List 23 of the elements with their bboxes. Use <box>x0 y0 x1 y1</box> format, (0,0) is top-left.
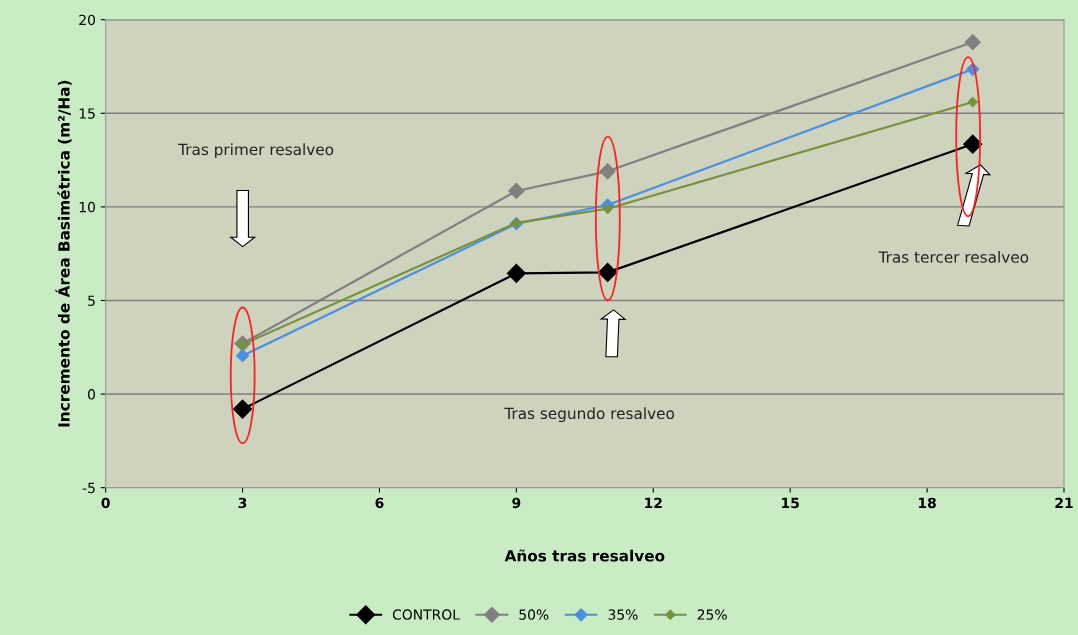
annotation: Tras segundo resalveo <box>504 407 675 423</box>
legend-label: 25% <box>697 609 727 620</box>
y-tick-label: 10 <box>79 201 95 213</box>
y-tick-label: 5 <box>88 295 95 306</box>
annotation: Tras tercer resalveo <box>878 250 1029 263</box>
y-tick-label: -5 <box>82 482 95 494</box>
x-tick-label: 0 <box>101 497 110 509</box>
x-tick-label: 6 <box>375 497 384 509</box>
y-tick-label: 0 <box>88 389 95 400</box>
legend-label: CONTROL <box>392 609 460 620</box>
y-axis-title: Incremento de Área Basimétrica (m²/Ha) <box>55 80 72 427</box>
legend-label: 35% <box>608 609 638 620</box>
x-tick-label: 12 <box>645 497 662 508</box>
y-tick-label: 20 <box>79 14 95 26</box>
annotation: Tras primer resalveo <box>178 143 334 159</box>
x-tick-label: 15 <box>782 497 799 509</box>
x-tick-label: 18 <box>918 497 936 509</box>
y-tick-label: 15 <box>79 108 95 119</box>
x-tick-label: 21 <box>1055 497 1073 508</box>
x-tick-label: 9 <box>512 497 521 509</box>
x-tick-label: 3 <box>238 497 247 509</box>
x-axis-title: Años tras resalveo <box>504 549 665 562</box>
legend-label: 50% <box>519 609 549 620</box>
